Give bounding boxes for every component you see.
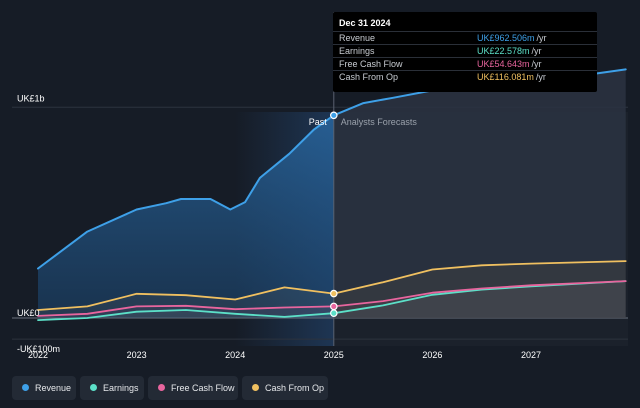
- y-axis-label: UK£0: [17, 308, 40, 318]
- free-cash-flow-marker[interactable]: [329, 302, 338, 311]
- x-axis-label: 2026: [422, 350, 442, 360]
- tooltip-label: Earnings: [339, 46, 375, 56]
- past-label: Past: [309, 117, 328, 127]
- tooltip-unit: /yr: [535, 72, 546, 82]
- tooltip-divider: [333, 70, 597, 71]
- tooltip-row-earnings: Earnings UK£22.578m/yr: [333, 44, 597, 57]
- tooltip-date: Dec 31 2024: [339, 18, 391, 28]
- legend-item-free-cash-flow[interactable]: Free Cash Flow: [148, 376, 238, 400]
- x-axis-labels: 2022 2023 2024 2025 2026 2027: [28, 350, 541, 360]
- tooltip-unit: /yr: [531, 59, 542, 69]
- tooltip-row-free-cash-flow: Free Cash Flow UK£54.643m/yr: [333, 57, 597, 70]
- cash-from-op-dot-icon: [252, 384, 259, 391]
- revenue-area-past: [38, 115, 334, 318]
- y-axis-labels: UK£1b UK£0 -UK£100m: [17, 93, 60, 354]
- x-axis-label: 2023: [127, 350, 147, 360]
- free-cash-flow-line: [37, 280, 627, 317]
- tooltip-value: UK£54.643m/yr: [477, 59, 542, 69]
- legend-item-earnings[interactable]: Earnings: [80, 376, 144, 400]
- cash-from-op-marker[interactable]: [329, 289, 338, 298]
- series-area: [38, 261, 626, 318]
- revenue-dot-icon: [22, 384, 29, 391]
- tooltip-value: UK£22.578m/yr: [477, 46, 542, 56]
- tooltip-value: UK£962.506m/yr: [477, 33, 547, 43]
- tooltip-row-cash-from-op: Cash From Op UK£116.081m/yr: [333, 70, 597, 83]
- x-axis-label: 2027: [521, 350, 541, 360]
- revenue-area-forecast: [333, 69, 626, 319]
- tooltip-value-text: UK£54.643m: [477, 59, 530, 69]
- y-axis-label: UK£1b: [17, 93, 45, 103]
- tooltip-divider: [333, 44, 597, 45]
- tooltip-unit: /yr: [536, 33, 547, 43]
- tooltip-row-revenue: Revenue UK£962.506m/yr: [333, 31, 597, 44]
- tooltip-value-text: UK£22.578m: [477, 46, 530, 56]
- cash-from-op-line: [37, 260, 627, 311]
- legend-label: Revenue: [35, 383, 72, 393]
- tooltip-label: Revenue: [339, 33, 376, 43]
- revenue-marker[interactable]: [329, 111, 338, 120]
- tooltip-value-text: UK£962.506m: [477, 33, 535, 43]
- free-cash-flow-dot-icon: [158, 384, 165, 391]
- x-axis-label: 2022: [28, 350, 48, 360]
- tooltip-unit: /yr: [531, 46, 542, 56]
- tooltip-divider: [333, 57, 597, 58]
- earnings-marker[interactable]: [329, 309, 338, 317]
- legend-label: Cash From Op: [265, 383, 325, 393]
- tooltip: Dec 31 2024 Revenue UK£962.506m/yr Earni…: [333, 12, 597, 92]
- earnings-line: [37, 280, 627, 321]
- tooltip-label: Cash From Op: [339, 72, 399, 82]
- tooltip-label: Free Cash Flow: [339, 59, 403, 69]
- y-axis-label: -UK£100m: [17, 344, 60, 354]
- legend-label: Free Cash Flow: [171, 383, 235, 393]
- tooltip-value-text: UK£116.081m: [477, 72, 534, 82]
- earnings-dot-icon: [90, 384, 97, 391]
- x-axis-label: 2024: [225, 350, 245, 360]
- tooltip-divider: [333, 31, 597, 32]
- series-markers[interactable]: [329, 111, 338, 317]
- legend-label: Earnings: [103, 383, 139, 393]
- tooltip-value: UK£116.081m/yr: [477, 72, 546, 82]
- legend-item-cash-from-op[interactable]: Cash From Op: [242, 376, 328, 400]
- forecast-label: Analysts Forecasts: [341, 117, 418, 127]
- x-axis-label: 2025: [324, 350, 344, 360]
- legend-item-revenue[interactable]: Revenue: [12, 376, 76, 400]
